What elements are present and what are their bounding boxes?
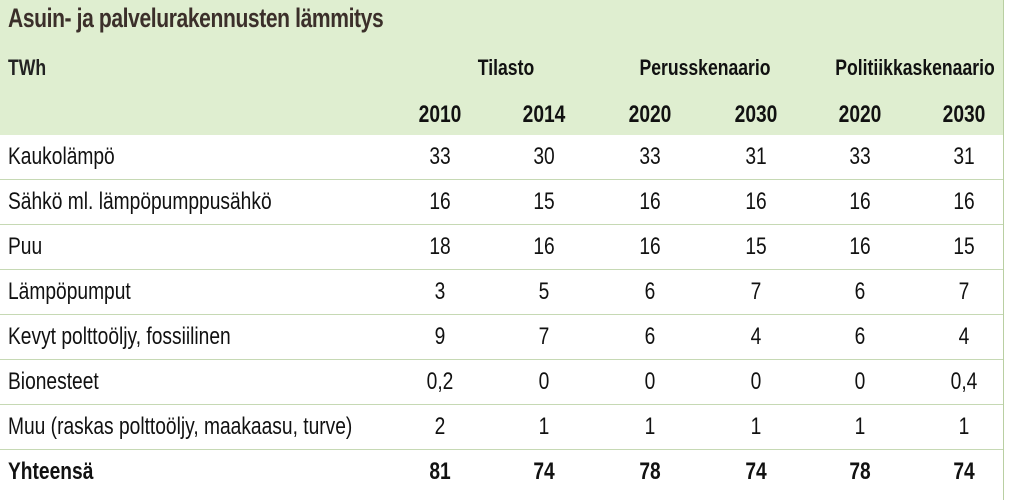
table-row: Sähkö ml. lämpöpumppusähkö 16 15 16 16 1… xyxy=(0,180,1003,225)
row-label: Sähkö ml. lämpöpumppusähkö xyxy=(8,188,272,215)
table-body: Kaukolämpö 33 30 33 31 33 31 Sähkö ml. l… xyxy=(0,135,1003,495)
value-cell: 1 xyxy=(644,413,656,440)
total-value-cell: 74 xyxy=(953,458,975,485)
value-cell: 31 xyxy=(745,143,767,170)
value-cell: 16 xyxy=(639,233,661,260)
value-cell: 0 xyxy=(644,368,656,395)
value-cell: 16 xyxy=(849,233,871,260)
row-label: Puu xyxy=(8,233,43,260)
value-cell: 15 xyxy=(745,233,767,260)
year-header: 2010 xyxy=(418,101,462,128)
value-cell: 1 xyxy=(854,413,866,440)
group-label-perusskenaario: Perusskenaario xyxy=(639,55,771,80)
value-cell: 16 xyxy=(953,188,975,215)
value-cell: 7 xyxy=(538,323,550,350)
value-cell: 7 xyxy=(958,278,970,305)
value-cell: 15 xyxy=(533,188,555,215)
value-cell: 1 xyxy=(958,413,970,440)
value-cell: 0,2 xyxy=(426,368,454,395)
table-row: Kaukolämpö 33 30 33 31 33 31 xyxy=(0,135,1003,180)
row-label: Muu (raskas polttoöljy, maakaasu, turve) xyxy=(8,413,353,440)
table-row: Puu 18 16 16 15 16 15 xyxy=(0,225,1003,270)
value-cell: 30 xyxy=(533,143,555,170)
value-cell: 16 xyxy=(533,233,555,260)
table-title: Asuin- ja palvelurakennusten lämmitys xyxy=(8,3,384,33)
row-label: Lämpöpumput xyxy=(8,278,131,305)
table-row: Lämpöpumput 3 5 6 7 6 7 xyxy=(0,270,1003,315)
value-cell: 9 xyxy=(434,323,446,350)
value-cell: 16 xyxy=(429,188,451,215)
value-cell: 31 xyxy=(953,143,975,170)
year-header: 2020 xyxy=(838,101,882,128)
table-row: Kevyt polttoöljy, fossiilinen 9 7 6 4 6 … xyxy=(0,315,1003,360)
total-value-cell: 78 xyxy=(639,458,661,485)
total-value-cell: 78 xyxy=(849,458,871,485)
group-label-politiikkaskenaario: Politiikkaskenaario xyxy=(835,55,995,80)
value-cell: 33 xyxy=(849,143,871,170)
value-cell: 6 xyxy=(644,278,656,305)
value-cell: 16 xyxy=(849,188,871,215)
value-cell: 6 xyxy=(854,323,866,350)
value-cell: 16 xyxy=(639,188,661,215)
total-value-cell: 81 xyxy=(429,458,451,485)
value-cell: 1 xyxy=(538,413,550,440)
value-cell: 4 xyxy=(958,323,970,350)
table-row: Bionesteet 0,2 0 0 0 0 0,4 xyxy=(0,360,1003,405)
value-cell: 0 xyxy=(538,368,550,395)
group-label-tilasto: Tilasto xyxy=(477,55,535,80)
year-header: 2020 xyxy=(628,101,672,128)
total-row: Yhteensä 81 74 78 74 78 74 xyxy=(0,450,1003,495)
value-cell: 6 xyxy=(854,278,866,305)
row-label: Kaukolämpö xyxy=(8,143,115,170)
value-cell: 16 xyxy=(745,188,767,215)
table-row: Muu (raskas polttoöljy, maakaasu, turve)… xyxy=(0,405,1003,450)
value-cell: 33 xyxy=(639,143,661,170)
row-label: Bionesteet xyxy=(8,368,99,395)
value-cell: 0,4 xyxy=(950,368,978,395)
total-value-cell: 74 xyxy=(533,458,555,485)
row-label: Kevyt polttoöljy, fossiilinen xyxy=(8,323,231,350)
value-cell: 1 xyxy=(750,413,762,440)
value-cell: 4 xyxy=(750,323,762,350)
value-cell: 0 xyxy=(854,368,866,395)
total-value-cell: 74 xyxy=(745,458,767,485)
value-cell: 2 xyxy=(434,413,446,440)
value-cell: 7 xyxy=(750,278,762,305)
unit-label: TWh xyxy=(8,55,47,80)
value-cell: 6 xyxy=(644,323,656,350)
table-header: Asuin- ja palvelurakennusten lämmitys TW… xyxy=(0,0,1003,135)
value-cell: 5 xyxy=(538,278,550,305)
value-cell: 33 xyxy=(429,143,451,170)
year-header: 2030 xyxy=(734,101,778,128)
value-cell: 15 xyxy=(953,233,975,260)
value-cell: 3 xyxy=(434,278,446,305)
value-cell: 0 xyxy=(750,368,762,395)
value-cell: 18 xyxy=(429,233,451,260)
year-header: 2030 xyxy=(942,101,986,128)
year-header: 2014 xyxy=(522,101,566,128)
total-label: Yhteensä xyxy=(8,458,94,485)
